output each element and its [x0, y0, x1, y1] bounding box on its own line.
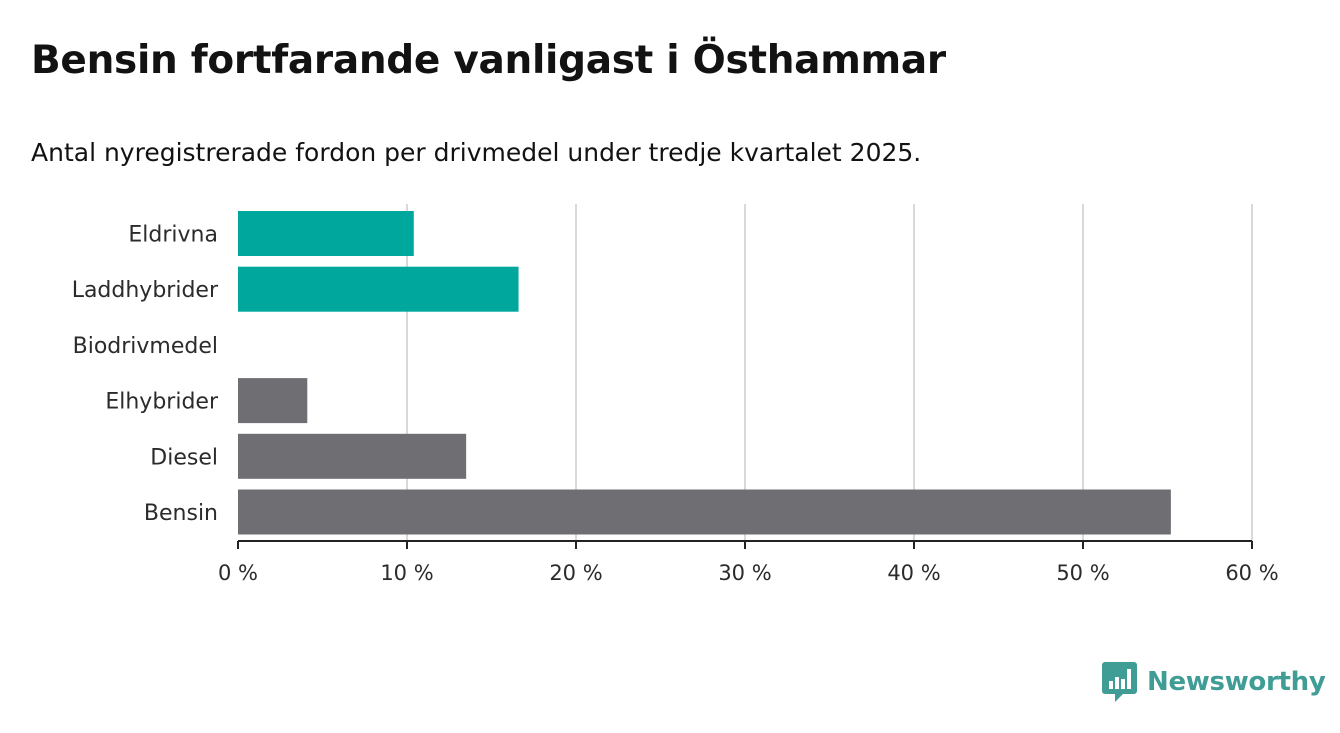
chart-title: Bensin fortfarande vanligast i Östhammar — [31, 38, 946, 83]
category-label: Elhybrider — [105, 390, 219, 415]
x-tick-label: 0 % — [218, 561, 258, 585]
bar-elhybrider — [238, 378, 308, 424]
x-tick-label: 10 % — [380, 561, 433, 585]
category-label: Biodrivmedel — [73, 334, 218, 359]
grid-lines — [406, 204, 1253, 541]
x-tick-label: 50 % — [1056, 561, 1109, 585]
bar-eldrivna — [238, 211, 414, 256]
x-axis: 0 % 10 % 20 % 30 % 40 % 50 % 60 % — [218, 540, 1279, 585]
x-tick-label: 40 % — [887, 561, 940, 585]
category-label: Laddhybrider — [72, 278, 219, 303]
chart-subtitle: Antal nyregistrerade fordon per drivmede… — [31, 138, 922, 167]
bar-diesel — [238, 433, 467, 479]
x-tick-label: 30 % — [718, 561, 771, 585]
bar-laddhybrider — [238, 266, 519, 312]
category-label: Bensin — [144, 501, 218, 526]
x-tick-label: 60 % — [1225, 561, 1278, 585]
category-labels: Eldrivna Laddhybrider Biodrivmedel Elhybrid… — [72, 223, 219, 527]
newsworthy-chart-bubble-icon — [1102, 662, 1137, 702]
category-label: Diesel — [150, 445, 218, 470]
bars — [238, 211, 1171, 535]
category-label: Eldrivna — [128, 223, 218, 248]
brand-name: Newsworthy — [1147, 667, 1326, 697]
newsworthy-brand: Newsworthy — [1101, 660, 1326, 704]
bar-bensin — [238, 489, 1171, 535]
x-tick-label: 20 % — [549, 561, 602, 585]
